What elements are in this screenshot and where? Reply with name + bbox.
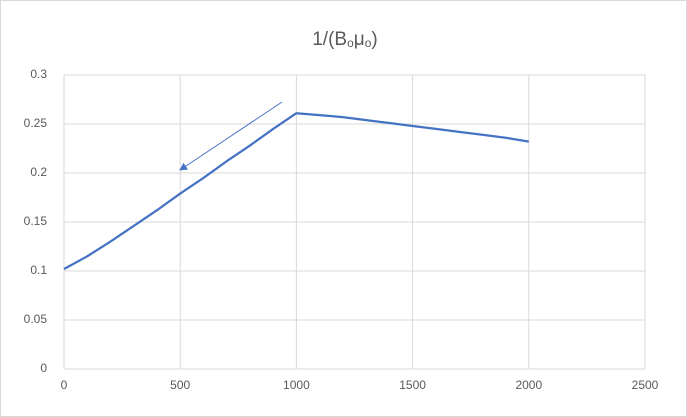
y-tick-label: 0.05 (24, 312, 48, 326)
x-tick-label: 2500 (632, 378, 659, 392)
title-part: 1/(B (312, 29, 347, 50)
data-line (63, 112, 529, 271)
title-subscript: o (347, 36, 354, 50)
annotation-arrow (179, 101, 283, 171)
title-subscript: o (365, 36, 372, 50)
y-tick-label: 0.3 (30, 67, 47, 81)
y-tick-label: 0.2 (30, 165, 47, 179)
x-tick-label: 500 (170, 378, 190, 392)
x-tick-label: 0 (61, 378, 68, 392)
y-tick-label: 0 (40, 361, 47, 375)
title-part: ) (371, 29, 377, 50)
y-tick-label: 0.15 (24, 214, 48, 228)
y-tick-label: 0.1 (30, 263, 47, 277)
chart-title: 1/(Boμo) (312, 29, 378, 50)
title-part: μ (354, 29, 365, 50)
x-tick-label: 1500 (399, 378, 426, 392)
x-tick-label: 2000 (515, 378, 542, 392)
x-tick-label: 1000 (283, 378, 310, 392)
y-tick-label: 0.25 (24, 116, 48, 130)
